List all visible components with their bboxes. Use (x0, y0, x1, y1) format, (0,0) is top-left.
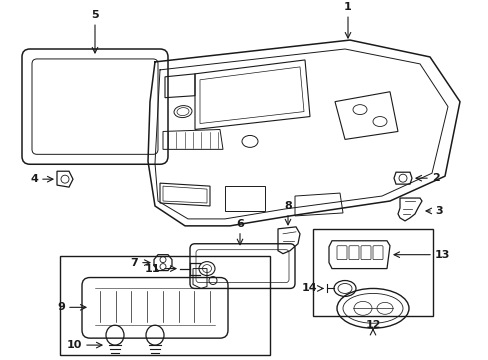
Text: 5: 5 (91, 10, 99, 20)
Text: 3: 3 (434, 206, 442, 216)
Text: 8: 8 (284, 201, 291, 211)
Text: 11: 11 (144, 264, 160, 274)
Text: 10: 10 (66, 340, 82, 350)
Text: 14: 14 (301, 283, 316, 293)
Bar (60, 256, 269, 355)
Text: 9: 9 (57, 302, 65, 312)
Text: 6: 6 (236, 219, 244, 229)
Text: 13: 13 (434, 250, 449, 260)
Text: 7: 7 (130, 258, 138, 267)
Text: 4: 4 (30, 174, 38, 184)
Text: 2: 2 (431, 173, 439, 183)
Bar (312, 229, 432, 316)
Text: 1: 1 (344, 2, 351, 12)
Text: 12: 12 (365, 320, 380, 330)
